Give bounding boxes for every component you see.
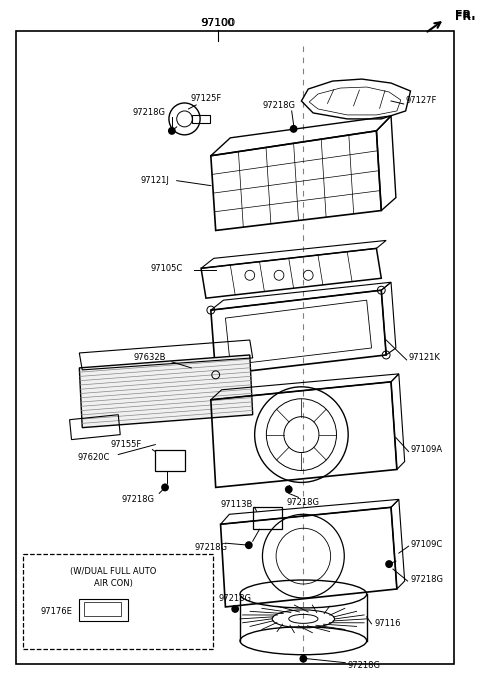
Text: 97218G: 97218G bbox=[263, 101, 296, 110]
Text: 97218G: 97218G bbox=[347, 661, 380, 670]
Text: 97116: 97116 bbox=[374, 619, 401, 629]
Circle shape bbox=[231, 605, 239, 613]
Text: 97127F: 97127F bbox=[406, 96, 437, 105]
Text: FR.: FR. bbox=[456, 10, 476, 21]
Circle shape bbox=[245, 541, 252, 549]
Circle shape bbox=[168, 127, 176, 135]
Bar bbox=[23, 554, 213, 648]
Text: 97109C: 97109C bbox=[410, 540, 443, 549]
Bar bbox=[192, 115, 210, 123]
Text: 97121J: 97121J bbox=[141, 176, 170, 185]
Text: 97218G: 97218G bbox=[287, 498, 320, 507]
Text: 97620C: 97620C bbox=[78, 453, 110, 462]
Bar bbox=[156, 449, 184, 471]
Text: 97109A: 97109A bbox=[410, 445, 443, 454]
Circle shape bbox=[385, 560, 393, 568]
Bar bbox=[79, 599, 128, 621]
Circle shape bbox=[290, 125, 298, 133]
Text: 97218G: 97218G bbox=[219, 594, 252, 603]
Circle shape bbox=[161, 484, 169, 491]
Bar bbox=[252, 508, 282, 529]
Text: (W/DUAL FULL AUTO: (W/DUAL FULL AUTO bbox=[70, 566, 156, 575]
Bar bbox=[84, 602, 121, 616]
Text: 97218G: 97218G bbox=[133, 109, 166, 118]
Circle shape bbox=[285, 486, 293, 493]
Text: 97155F: 97155F bbox=[110, 440, 142, 449]
Text: 97100: 97100 bbox=[200, 18, 235, 28]
Text: 97632B: 97632B bbox=[133, 354, 166, 363]
Text: FR.: FR. bbox=[456, 12, 476, 23]
Text: 97176E: 97176E bbox=[41, 607, 73, 616]
Text: 97121K: 97121K bbox=[408, 354, 441, 363]
Text: 97218G: 97218G bbox=[194, 542, 228, 552]
Text: AIR CON): AIR CON) bbox=[94, 579, 133, 588]
Text: 97218G: 97218G bbox=[121, 495, 154, 504]
Circle shape bbox=[300, 655, 307, 663]
Text: 97105C: 97105C bbox=[151, 264, 183, 273]
Text: 97218G: 97218G bbox=[410, 575, 444, 583]
Text: 97100: 97100 bbox=[201, 18, 234, 28]
Text: 97125F: 97125F bbox=[191, 94, 222, 103]
Polygon shape bbox=[79, 355, 252, 428]
Text: 97113B: 97113B bbox=[221, 500, 253, 509]
